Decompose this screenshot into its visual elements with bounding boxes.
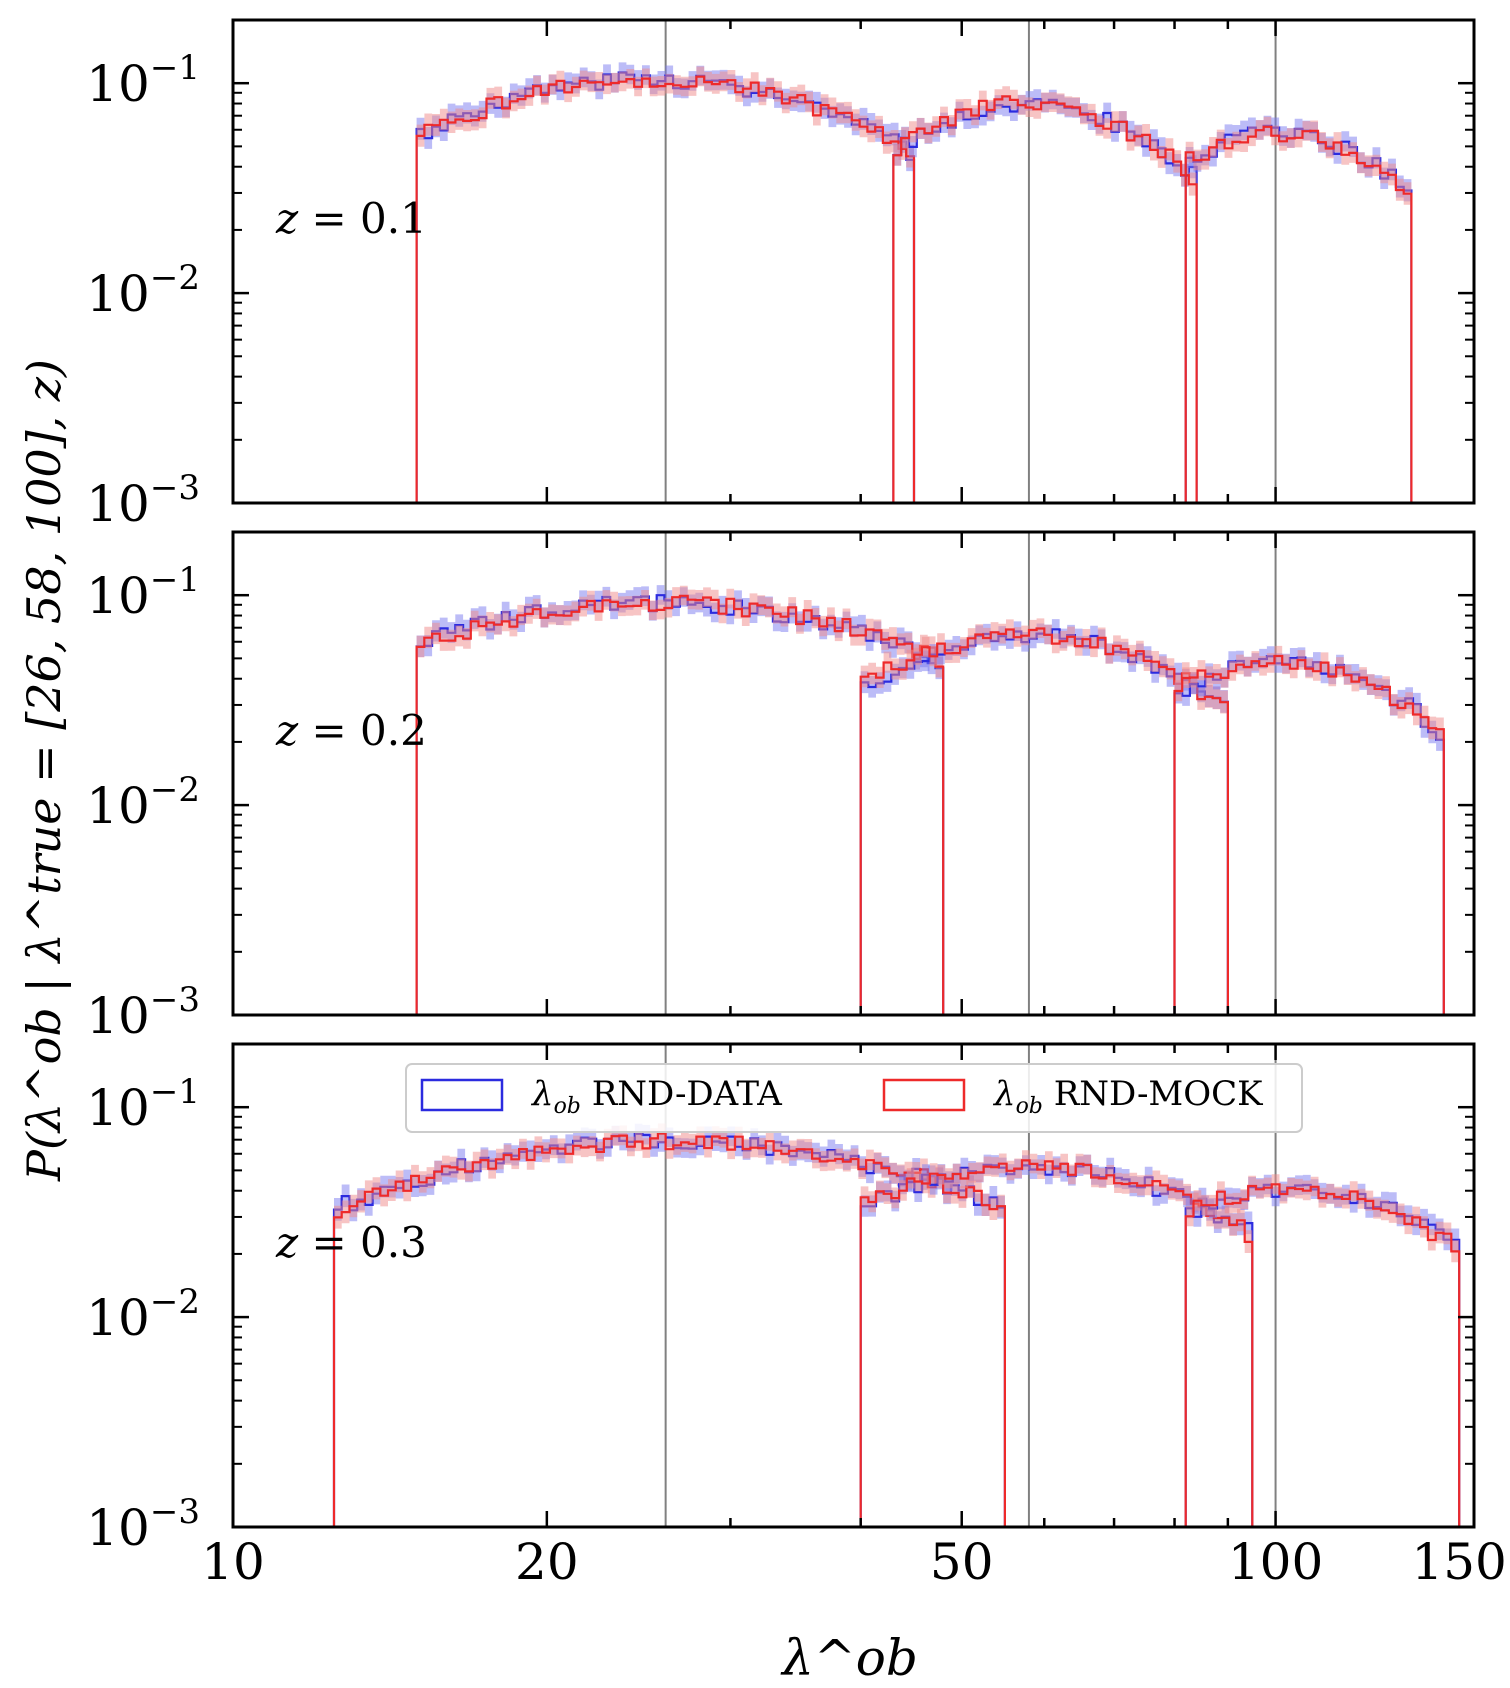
band-mock-peak-58 [860, 618, 1228, 714]
legend-text: RND-MOCK [1043, 1074, 1263, 1114]
legend-box [405, 1063, 1303, 1133]
step-mock-peak-58 [892, 95, 1198, 503]
legend-label-rnd-mock: λob RND-MOCK [992, 1074, 1263, 1119]
y-tick-exponent: −1 [150, 560, 200, 600]
step-data-peak-58 [892, 98, 1198, 503]
legend-swatch-rnd-data [420, 1078, 504, 1112]
y-tick-base: 10 [86, 475, 150, 533]
band-data-peak-58 [860, 619, 1228, 713]
step-data-peak-26 [415, 594, 945, 1015]
panel-content [415, 20, 1413, 503]
legend: λob RND-DATA λob RND-MOCK [405, 1063, 1303, 1133]
panels-container: 10−110−210−3z = 0.110−110−210−3z = 0.210… [86, 18, 1507, 1591]
y-tick-label: 10−1 [86, 560, 200, 625]
x-tick-label: 100 [1228, 1533, 1323, 1591]
y-tick-label: 10−2 [86, 770, 200, 835]
y-tick-label: 10−2 [86, 1282, 200, 1347]
band-mock-peak-100 [1185, 116, 1412, 205]
y-tick-label: 10−1 [86, 1072, 200, 1137]
step-mock-peak-26 [415, 75, 916, 503]
y-tick-label: 10−3 [86, 980, 200, 1045]
legend-symbol: λ [530, 1074, 554, 1114]
band-mock-peak-58 [893, 86, 1197, 196]
legend-text: RND-DATA [581, 1074, 782, 1114]
step-data-peak-100 [1184, 1183, 1461, 1527]
panel-label-value: = 0.3 [298, 1218, 427, 1267]
panel-content [332, 1044, 1461, 1527]
y-tick-exponent: −3 [150, 468, 200, 508]
y-tick-base: 10 [86, 265, 150, 323]
step-mock-peak-58 [859, 1159, 1254, 1527]
y-tick-label: 10−3 [86, 468, 200, 533]
y-axis-title: P(λ^ob | λ^true = [26, 58, 100], z) [17, 359, 71, 1182]
y-tick-exponent: −3 [150, 980, 200, 1020]
y-tick-label: 10−2 [86, 258, 200, 323]
legend-subscript: ob [554, 1094, 581, 1119]
band-mock-peak-100 [1174, 645, 1444, 741]
band-mock-peak-26 [416, 585, 944, 678]
y-tick-base: 10 [86, 1499, 150, 1557]
panel-z-0.1: 10−110−210−3z = 0.1 [86, 18, 1476, 533]
step-mock-peak-100 [1173, 654, 1445, 1015]
legend-swatch-rnd-mock [882, 1078, 966, 1112]
step-data-peak-58 [859, 628, 1229, 1015]
y-tick-label: 10−1 [86, 48, 200, 113]
panel-label-var: z [275, 194, 299, 243]
y-tick-exponent: −2 [150, 770, 200, 810]
panel-label-value: = 0.1 [298, 194, 427, 243]
step-mock-peak-100 [1184, 1183, 1461, 1527]
y-tick-exponent: −2 [150, 1282, 200, 1322]
y-tick-base: 10 [86, 777, 150, 835]
y-tick-base: 10 [86, 987, 150, 1045]
panel-label-value: = 0.2 [298, 706, 427, 755]
panel-label: z = 0.1 [275, 194, 427, 243]
step-mock-peak-100 [1184, 125, 1413, 503]
y-tick-base: 10 [86, 1289, 150, 1347]
y-tick-exponent: −1 [150, 1072, 200, 1112]
x-tick-label: 50 [930, 1533, 994, 1591]
panel-label: z = 0.2 [275, 706, 427, 755]
legend-subscript: ob [1016, 1094, 1043, 1119]
legend-symbol: λ [992, 1074, 1016, 1114]
panel-frame [231, 18, 1476, 505]
band-data-peak-26 [334, 1123, 1005, 1222]
y-tick-base: 10 [86, 55, 150, 113]
panel-frame [231, 1042, 1476, 1529]
y-tick-base: 10 [86, 1079, 150, 1137]
step-mock-peak-26 [415, 594, 945, 1015]
x-tick-label: 10 [201, 1533, 265, 1591]
step-mock-peak-26 [332, 1132, 1006, 1527]
y-tick-exponent: −3 [150, 1492, 200, 1532]
panel-label-var: z [275, 706, 299, 755]
panel-content [415, 532, 1445, 1015]
panel-z-0.2: 10−110−210−3z = 0.2 [86, 530, 1476, 1045]
x-tick-label: 150 [1411, 1533, 1506, 1591]
band-mock-peak-26 [334, 1123, 1005, 1229]
y-tick-label: 10−3 [86, 1492, 200, 1557]
step-mock-peak-58 [859, 627, 1229, 1015]
y-axis-title-text: P(λ^ob | λ^true = [26, 58, 100], z) [17, 359, 71, 1182]
step-data-peak-100 [1184, 124, 1413, 503]
panel-label: z = 0.3 [275, 1218, 427, 1267]
band-mock-peak-58 [860, 1150, 1253, 1253]
y-tick-exponent: −1 [150, 48, 200, 88]
x-axis-title: λ^ob [780, 1629, 918, 1687]
y-tick-base: 10 [86, 567, 150, 625]
panel-frame [231, 530, 1476, 1017]
y-tick-exponent: −2 [150, 258, 200, 298]
legend-label-rnd-data: λob RND-DATA [530, 1074, 782, 1119]
panel-label-var: z [275, 1218, 299, 1267]
x-tick-label: 20 [515, 1533, 579, 1591]
